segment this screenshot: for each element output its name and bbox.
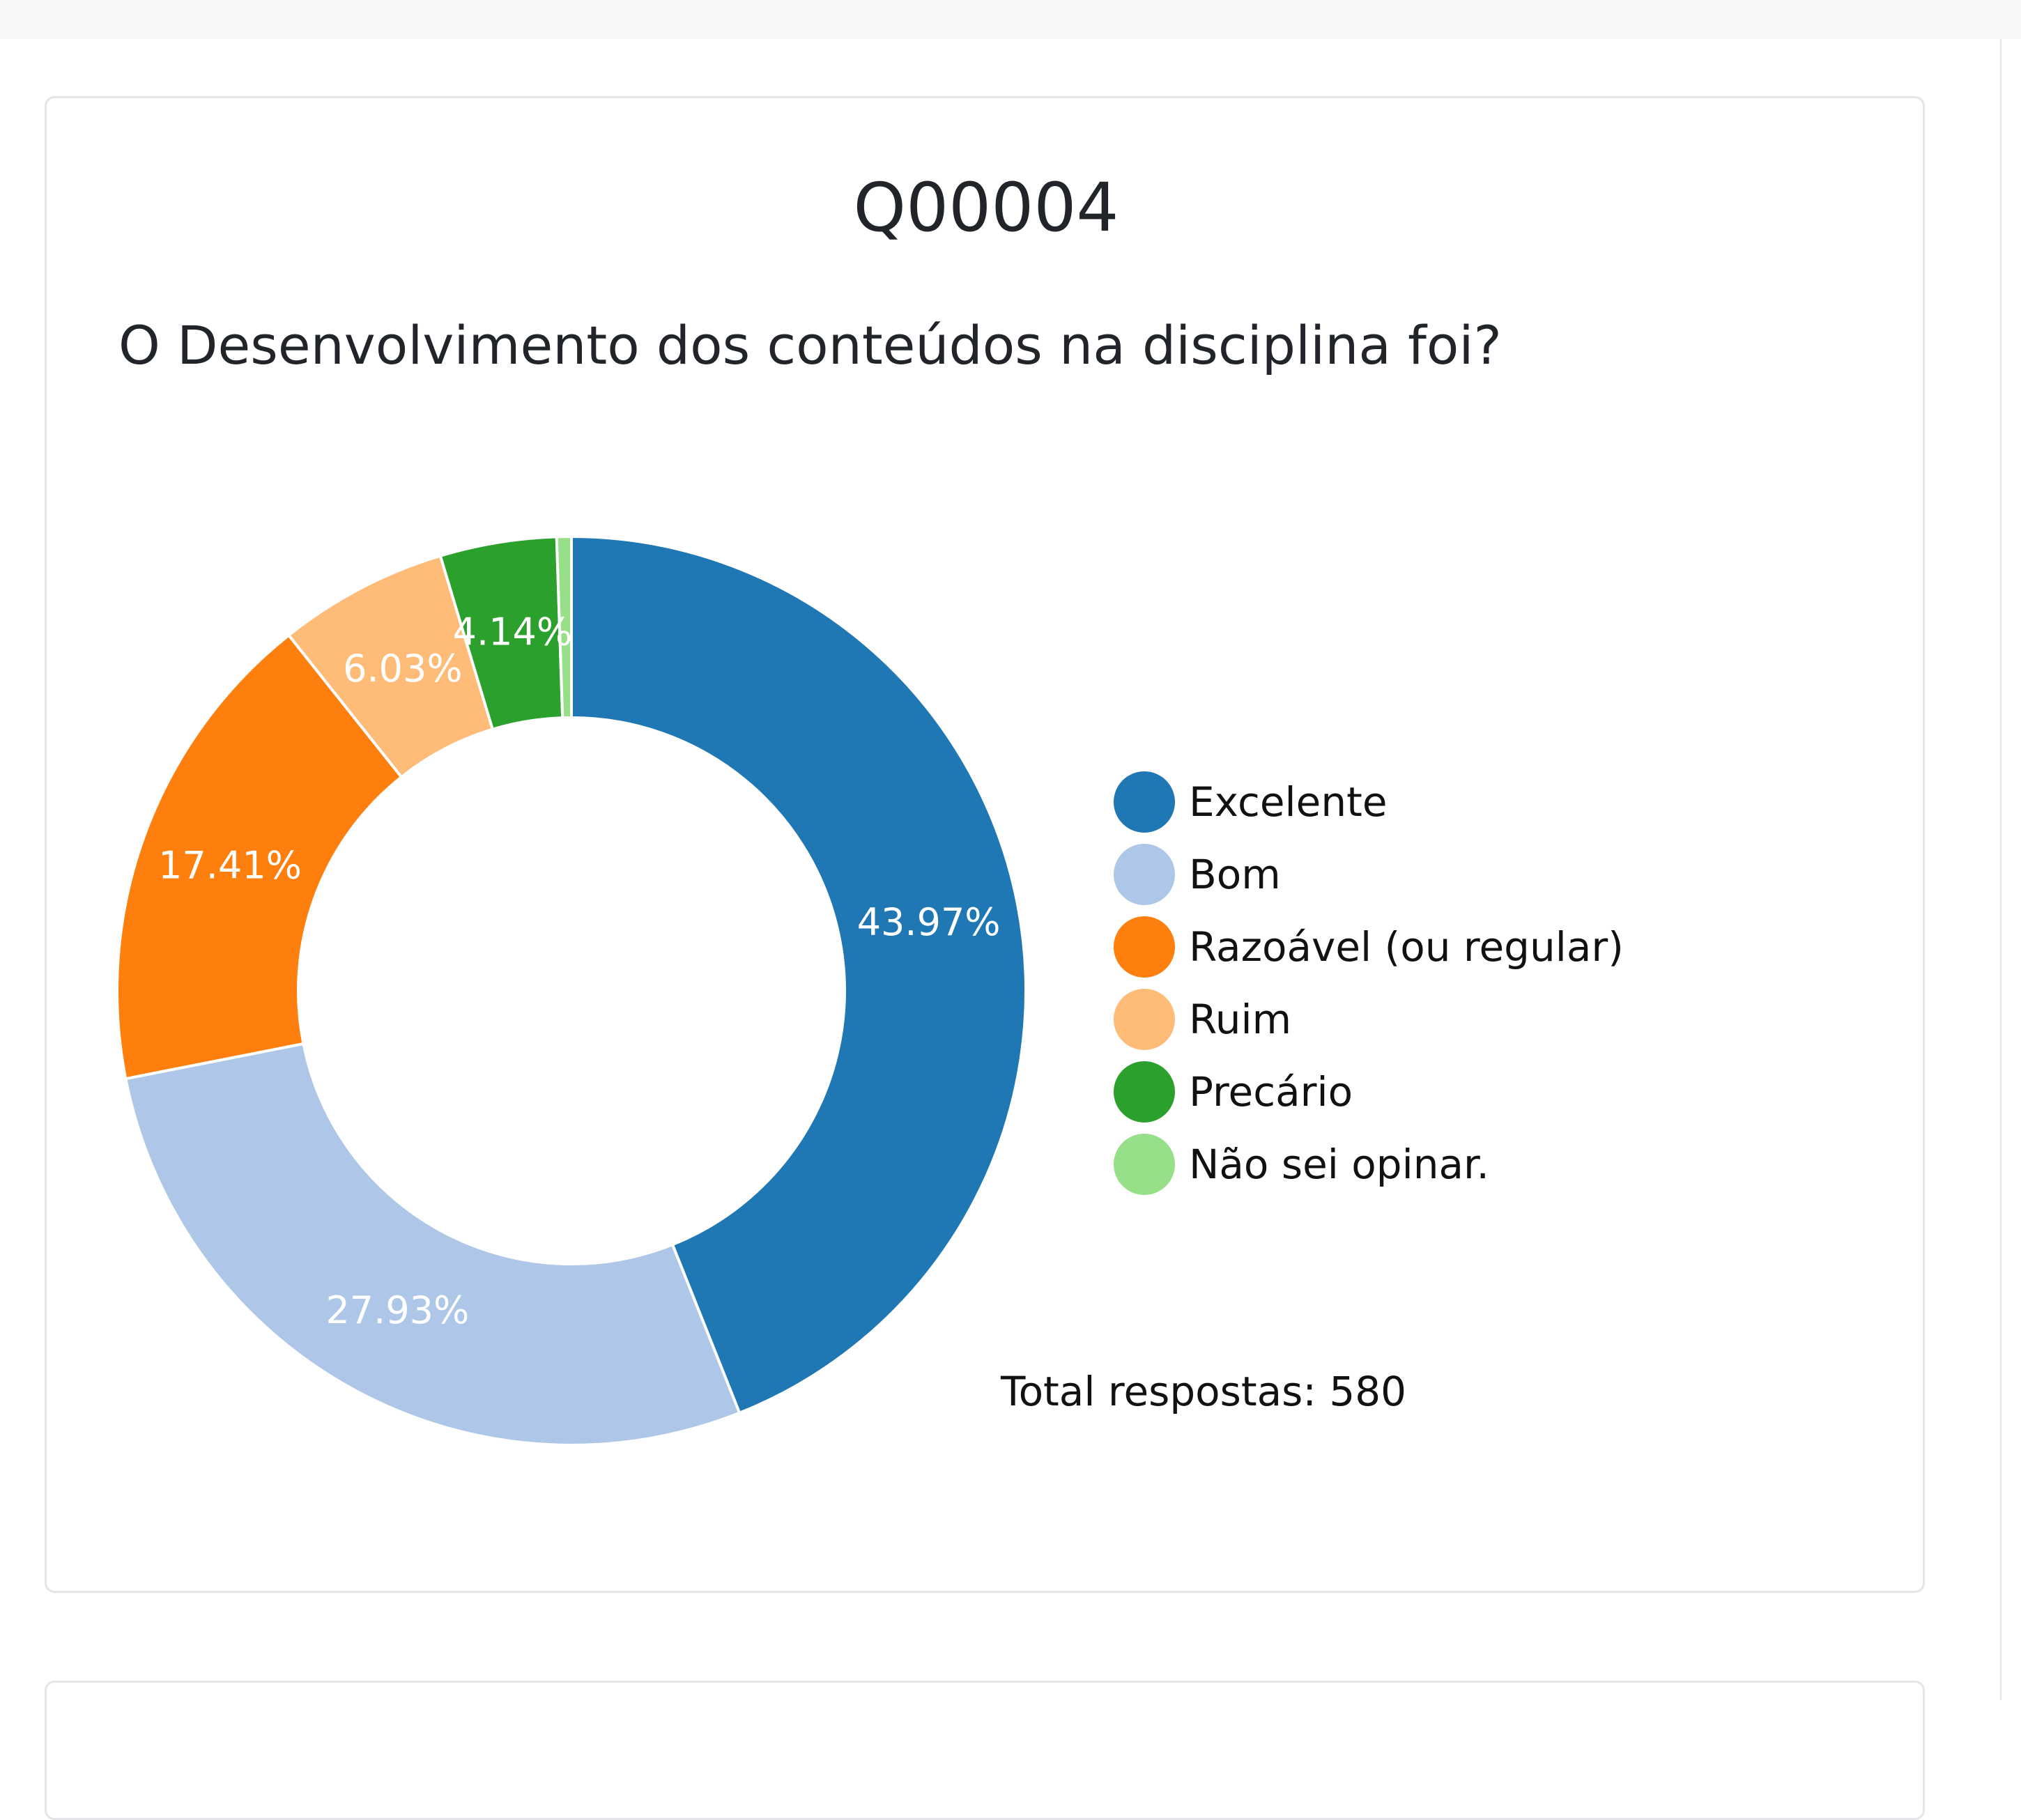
legend-item[interactable]: Não sei opinar. (1114, 1134, 1489, 1195)
donut-slice-bom[interactable] (123, 1042, 741, 1447)
total-responses-label: Total respostas: 580 (1000, 1368, 1406, 1415)
donut-slice-label: 4.14% (453, 610, 573, 654)
donut-slice-label: 43.97% (857, 900, 1001, 944)
donut-slice-labels: 43.97% 27.93% 17.41% 6.03%4.14% (158, 610, 1001, 1332)
legend-swatch (1114, 771, 1175, 833)
legend-item[interactable]: Ruim (1114, 989, 1291, 1050)
legend-label: Ruim (1189, 996, 1291, 1043)
legend-item[interactable]: Razoável (ou regular) (1114, 916, 1624, 978)
donut-slice-label: 6.03% (343, 647, 463, 691)
legend-item[interactable]: Bom (1114, 844, 1281, 905)
legend-label: Não sei opinar. (1189, 1141, 1489, 1188)
scroll-divider (2000, 39, 2001, 1700)
legend-label: Razoável (ou regular) (1189, 923, 1624, 971)
question-text: O Desenvolvimento dos conteúdos na disci… (118, 314, 1502, 376)
legend-item[interactable]: Precário (1114, 1061, 1353, 1123)
donut-slice-excelente[interactable] (570, 534, 1027, 1415)
legend-label: Bom (1189, 851, 1281, 898)
legend-item[interactable]: Excelente (1114, 771, 1388, 833)
donut-slices (116, 534, 1027, 1447)
legend-swatch (1114, 989, 1175, 1050)
legend-swatch (1114, 1061, 1175, 1123)
donut-slice-label: 27.93% (325, 1288, 469, 1332)
question-code-title: Q00004 (853, 169, 1119, 247)
chart-legend: Excelente Bom Razoável (ou regular) Ruim Pre… (1114, 771, 1624, 1195)
legend-swatch (1114, 1134, 1175, 1195)
donut-slice-label: 17.41% (158, 843, 302, 887)
legend-swatch (1114, 916, 1175, 978)
legend-label: Precário (1189, 1068, 1353, 1116)
next-question-card (45, 1681, 1925, 1820)
legend-label: Excelente (1189, 778, 1388, 826)
top-header-strip (0, 0, 2021, 39)
legend-swatch (1114, 844, 1175, 905)
donut-slice-razoavel-ou-regular[interactable] (116, 633, 404, 1081)
donut-chart: 43.97% 27.93% 17.41% 6.03%4.14% Excelente Bom… (116, 534, 1624, 1447)
donut-slice-nao-sei-opinar[interactable] (555, 534, 573, 720)
